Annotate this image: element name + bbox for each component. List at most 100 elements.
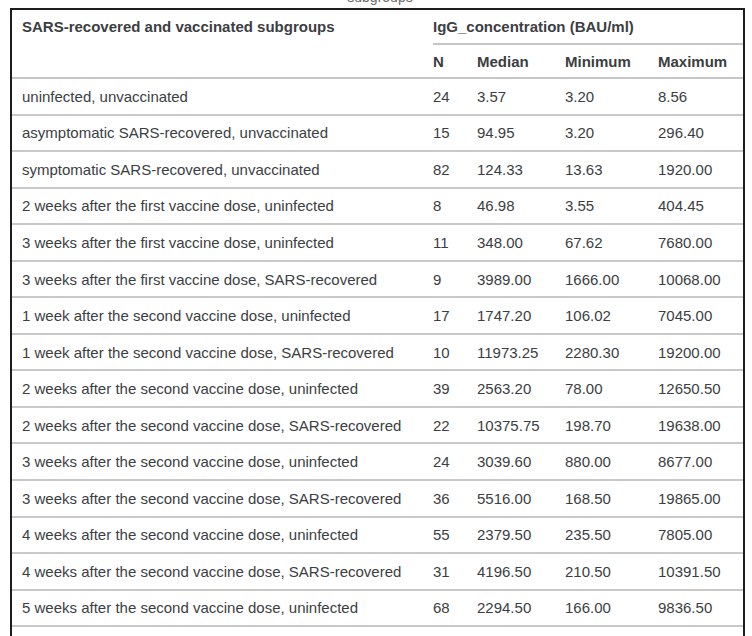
row-maximum: 7680.00	[658, 225, 743, 260]
row-n: 22	[433, 408, 477, 443]
row-subgroup: 4 weeks after the second vaccine dose, u…	[12, 518, 433, 553]
row-minimum: 1666.00	[565, 262, 658, 297]
row-n: 9	[433, 262, 477, 297]
row-maximum: 296.40	[658, 116, 743, 151]
row-maximum: 7045.00	[658, 298, 743, 333]
row-n: 31	[433, 554, 477, 589]
row-subgroup: 3 weeks after the second vaccine dose, S…	[12, 481, 433, 516]
row-subgroup: 3 weeks after the second vaccine dose, u…	[12, 444, 433, 479]
row-median: 3989.00	[477, 262, 565, 297]
row-subgroup: 1 week after the second vaccine dose, un…	[12, 298, 433, 333]
row-subgroup: 2 weeks after the second vaccine dose, S…	[12, 408, 433, 443]
row-subgroup: 2 weeks after the first vaccine dose, un…	[12, 189, 433, 224]
header-col-median: Median	[477, 45, 565, 77]
row-median: 11973.25	[477, 335, 565, 370]
row-median: 4196.50	[477, 554, 565, 589]
row-minimum: 235.50	[565, 518, 658, 553]
row-minimum: 67.62	[565, 225, 658, 260]
row-median: 3039.60	[477, 444, 565, 479]
row-minimum: 3.55	[565, 189, 658, 224]
row-median: 2294.50	[477, 591, 565, 626]
row-n: 36	[433, 481, 477, 516]
row-maximum: 7805.00	[658, 518, 743, 553]
table-row: 3 weeks after the first vaccine dose, un…	[12, 223, 743, 260]
row-minimum: 13.63	[565, 152, 658, 187]
row-maximum: 10391.50	[658, 554, 743, 589]
row-median: 10375.75	[477, 408, 565, 443]
table-row: 1 week after the second vaccine dose, un…	[12, 296, 743, 333]
row-median: 94.95	[477, 116, 565, 151]
row-median: 3096.25	[477, 627, 565, 636]
igg-concentration-table: SARS-recovered and vaccinated subgroups …	[10, 8, 745, 636]
row-median: 2379.50	[477, 518, 565, 553]
header-igg-concentration: IgG_concentration (BAU/ml)	[433, 10, 743, 45]
header-col-n: N	[433, 45, 477, 77]
row-minimum: 2280.30	[565, 335, 658, 370]
table-body: uninfected, unvaccinated 24 3.57 3.20 8.…	[12, 79, 743, 636]
row-minimum: 168.50	[565, 481, 658, 516]
row-subgroup: 3 weeks after the first vaccine dose, un…	[12, 225, 433, 260]
row-minimum: 166.00	[565, 591, 658, 626]
row-n: 39	[433, 371, 477, 406]
row-subgroup: symptomatic SARS-recovered, unvaccinated	[12, 152, 433, 187]
row-maximum: 9836.50	[658, 591, 743, 626]
row-median: 348.00	[477, 225, 565, 260]
table-row: 4 weeks after the second vaccine dose, u…	[12, 516, 743, 553]
table-row: 3 weeks after the second vaccine dose, S…	[12, 479, 743, 516]
row-minimum: 210.50	[565, 554, 658, 589]
table-row: 5 weeks after the second vaccine dose, u…	[12, 589, 743, 626]
row-n: 11	[433, 225, 477, 260]
row-n: 24	[433, 79, 477, 114]
row-maximum: 8677.00	[658, 444, 743, 479]
row-subgroup: 1 week after the second vaccine dose, SA…	[12, 335, 433, 370]
row-minimum: 106.02	[565, 298, 658, 333]
header-col-minimum: Minimum	[565, 45, 658, 77]
row-maximum: 1920.00	[658, 152, 743, 187]
row-median: 46.98	[477, 189, 565, 224]
row-median: 2563.20	[477, 371, 565, 406]
table-row: 3 weeks after the second vaccine dose, u…	[12, 442, 743, 479]
row-maximum: 19638.00	[658, 408, 743, 443]
table-row: asymptomatic SARS-recovered, unvaccinate…	[12, 114, 743, 151]
row-subgroup: 3 weeks after the first vaccine dose, SA…	[12, 262, 433, 297]
row-n: 68	[433, 591, 477, 626]
row-minimum: 880.00	[565, 444, 658, 479]
table-row: 2 weeks after the second vaccine dose, u…	[12, 369, 743, 406]
row-median: 124.33	[477, 152, 565, 187]
clipped-caption-text: subgroups	[290, 0, 470, 5]
clipped-caption: subgroups	[290, 0, 470, 7]
row-maximum: 19200.00	[658, 335, 743, 370]
row-minimum: 160.00	[565, 627, 658, 636]
row-minimum: 198.70	[565, 408, 658, 443]
table-row: symptomatic SARS-recovered, unvaccinated…	[12, 150, 743, 187]
table-row: uninfected, unvaccinated 24 3.57 3.20 8.…	[12, 79, 743, 114]
row-subgroup: 5 weeks after the second vaccine dose, u…	[12, 591, 433, 626]
header-subgroups: SARS-recovered and vaccinated subgroups	[12, 10, 433, 77]
row-n: 24	[433, 444, 477, 479]
table-header: SARS-recovered and vaccinated subgroups …	[12, 10, 743, 79]
row-maximum: 10068.00	[658, 262, 743, 297]
row-n: 17	[433, 298, 477, 333]
row-n: 26	[433, 627, 477, 636]
row-n: 10	[433, 335, 477, 370]
row-minimum: 3.20	[565, 79, 658, 114]
row-n: 15	[433, 116, 477, 151]
row-minimum: 3.20	[565, 116, 658, 151]
row-subgroup: 5 weeks after the second vaccine dose, S…	[12, 627, 433, 636]
row-subgroup: uninfected, unvaccinated	[12, 79, 433, 114]
table-row: 1 week after the second vaccine dose, SA…	[12, 333, 743, 370]
row-subgroup: 2 weeks after the second vaccine dose, u…	[12, 371, 433, 406]
row-median: 5516.00	[477, 481, 565, 516]
row-n: 55	[433, 518, 477, 553]
row-n: 82	[433, 152, 477, 187]
table-row: 3 weeks after the first vaccine dose, SA…	[12, 260, 743, 297]
table-row: 2 weeks after the first vaccine dose, un…	[12, 187, 743, 224]
table-row: 5 weeks after the second vaccine dose, S…	[12, 625, 743, 636]
row-maximum: 12650.50	[658, 371, 743, 406]
row-maximum: 10135.50	[658, 627, 743, 636]
row-subgroup: asymptomatic SARS-recovered, unvaccinate…	[12, 116, 433, 151]
row-n: 8	[433, 189, 477, 224]
header-col-maximum: Maximum	[658, 45, 743, 77]
table-row: 4 weeks after the second vaccine dose, S…	[12, 552, 743, 589]
row-subgroup: 4 weeks after the second vaccine dose, S…	[12, 554, 433, 589]
